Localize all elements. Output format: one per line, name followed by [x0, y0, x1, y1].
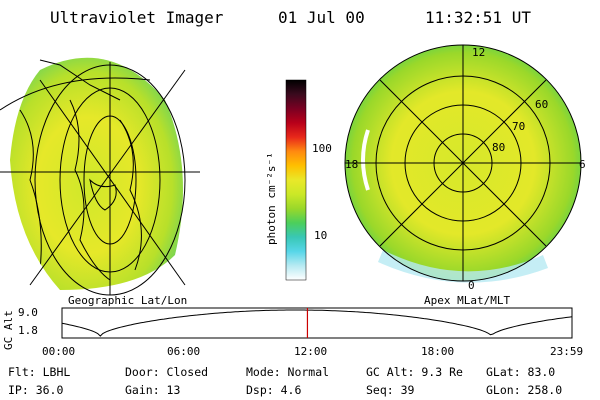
polar-panel-label: Apex MLat/MLT	[424, 294, 511, 307]
mlat-label-60: 60	[535, 98, 549, 111]
polar-plot	[344, 44, 582, 283]
mlt-label-6: 6	[579, 158, 586, 171]
timeline-xtick-2359: 23:59	[550, 345, 584, 358]
info-mode: Mode: Normal	[246, 365, 330, 379]
observation-time: 11:32:51 UT	[425, 8, 531, 27]
colorbar	[285, 79, 307, 281]
altitude-curve	[61, 309, 573, 337]
info-dsp: Dsp: 4.6	[246, 383, 302, 397]
info-door: Door: Closed	[125, 365, 209, 379]
timeline-xtick-0600: 06:00	[167, 345, 201, 358]
info-glat: GLat: 83.0	[486, 365, 556, 379]
info-ip: IP: 36.0	[8, 383, 64, 397]
timeline-xtick-1200: 12:00	[294, 345, 328, 358]
info-seq: Seq: 39	[366, 383, 415, 397]
observation-date: 01 Jul 00	[278, 8, 365, 27]
mlt-label-12: 12	[472, 46, 486, 59]
colorbar-tick-100: 100	[312, 142, 332, 155]
instrument-title: Ultraviolet Imager	[50, 8, 224, 27]
geographic-image	[0, 57, 200, 296]
mlt-label-18: 18	[345, 158, 359, 171]
info-gain: Gain: 13	[125, 383, 181, 397]
colorbar-tick-10: 10	[314, 229, 328, 242]
mlt-label-0: 0	[468, 279, 475, 292]
mlat-label-80: 80	[492, 141, 506, 154]
timeline-xtick-1800: 18:00	[421, 345, 455, 358]
colorbar-unit-label: photon cm⁻²s⁻¹	[265, 152, 278, 245]
info-glon: GLon: 258.0	[486, 383, 563, 397]
timeline-y-label: GC Alt	[2, 310, 15, 350]
info-filter: Flt: LBHL	[8, 365, 71, 379]
geographic-panel-label: Geographic Lat/Lon	[68, 294, 188, 307]
geographic-auroral-emission	[10, 57, 183, 290]
timeline-ytick-max: 9.0	[18, 306, 38, 319]
mlat-label-70: 70	[512, 120, 526, 133]
timeline-xtick-0000: 00:00	[42, 345, 76, 358]
info-gc-alt: GC Alt: 9.3 Re	[366, 365, 463, 379]
altitude-timeline	[61, 307, 573, 339]
timeline-ytick-min: 1.8	[18, 324, 38, 337]
